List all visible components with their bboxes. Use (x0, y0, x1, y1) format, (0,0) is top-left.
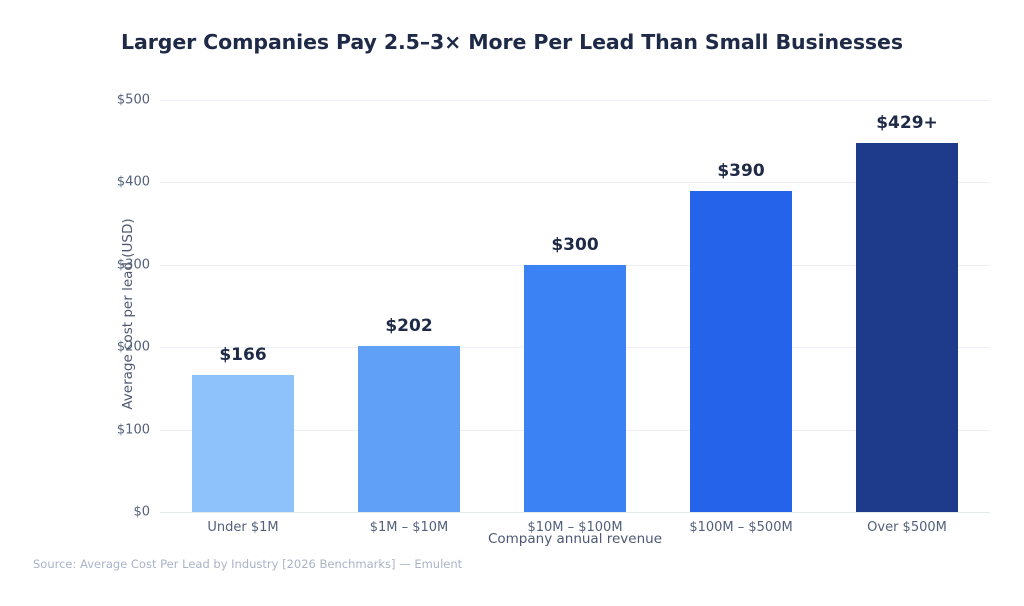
bar[interactable] (690, 190, 792, 512)
bar-data-label: $429+ (876, 112, 938, 133)
bar[interactable] (856, 142, 958, 512)
y-tick-label: $500 (116, 92, 150, 108)
bar-data-label: $390 (717, 160, 765, 181)
bar[interactable] (358, 345, 460, 512)
gridline (160, 512, 990, 513)
x-axis-title: Company annual revenue (487, 531, 663, 547)
x-tick-label: Over $500M (867, 520, 947, 535)
y-axis-title: Average cost per lead (USD) (120, 218, 136, 410)
y-tick-label: $400 (116, 174, 150, 190)
x-tick-label: Under $1M (207, 520, 279, 535)
y-tick-label: $200 (116, 339, 150, 355)
bar-data-label: $300 (551, 234, 599, 255)
bar[interactable] (524, 264, 626, 512)
x-tick-label: $100M – $500M (689, 520, 793, 535)
y-tick-label: $300 (116, 257, 150, 273)
y-tick-label: $0 (133, 504, 150, 520)
gridline (160, 100, 990, 101)
bar[interactable] (192, 375, 294, 512)
gridline (160, 182, 990, 184)
x-tick-label: $10M – $100M (527, 520, 623, 535)
source-note: Source: Average Cost Per Lead by Industr… (33, 557, 463, 571)
plot-area (160, 100, 990, 513)
y-tick-label: $100 (116, 422, 150, 438)
bar-data-label: $202 (385, 315, 433, 336)
bar-data-label: $166 (219, 345, 267, 366)
chart-title: Larger Companies Pay 2.5–3× More Per Lea… (121, 30, 903, 54)
x-tick-label: $1M – $10M (369, 520, 449, 535)
